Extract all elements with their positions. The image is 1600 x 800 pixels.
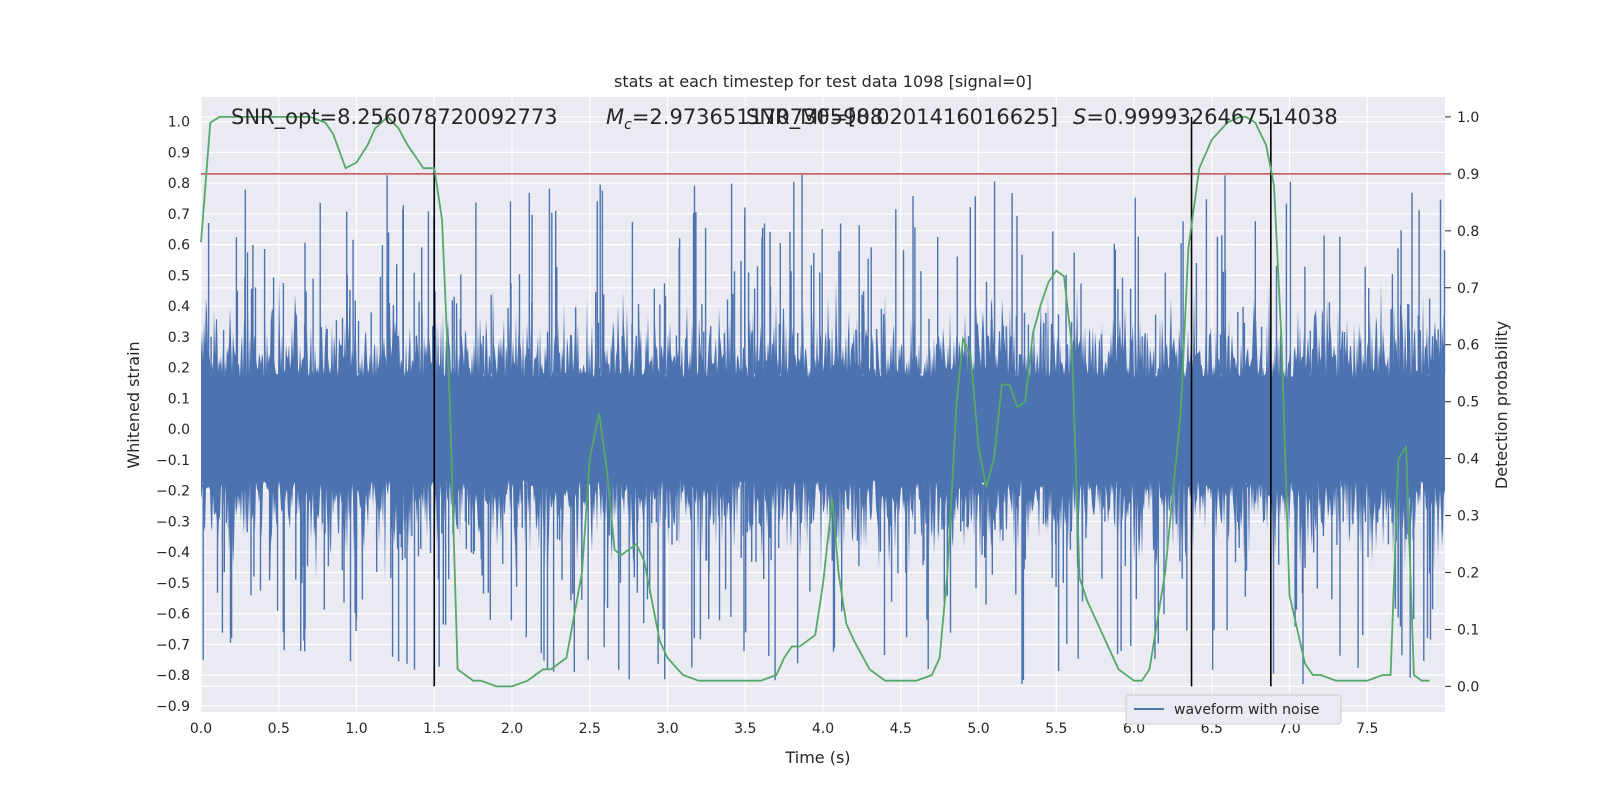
y-tick-label: 0.5 bbox=[168, 268, 190, 284]
snr-opt-annotation: SNR_opt=8.256078720092773 bbox=[231, 105, 558, 130]
x-axis-ticks: 0.0 0.5 1.0 1.5 2.0 2.5 3.0 3.5 4.0 4.5 5.0 5.5 6.0 6… bbox=[190, 721, 1379, 737]
y-tick-label: 0.2 bbox=[168, 361, 190, 377]
legend-box bbox=[1125, 694, 1342, 725]
x-tick-label: 5.5 bbox=[1045, 721, 1067, 737]
y-tick-label: 0.8 bbox=[168, 176, 190, 192]
x-tick-label: 1.0 bbox=[345, 721, 367, 737]
y-tick-label: 1.0 bbox=[168, 115, 190, 131]
x-tick-label: 5.0 bbox=[967, 721, 989, 737]
y2-tick-label: 0.9 bbox=[1457, 167, 1479, 183]
y-tick-label: 0.1 bbox=[168, 391, 190, 407]
chirp-mass-annotation: Mc=2.9736511707305908 bbox=[606, 105, 883, 133]
y-tick-label: −0.4 bbox=[156, 545, 190, 561]
y-tick-label: 0.0 bbox=[168, 422, 190, 438]
y-tick-label: −0.7 bbox=[156, 637, 190, 653]
snr-mf-annotation: SNR_MF=[8.0201416016625] bbox=[746, 105, 1058, 130]
waveform-with-noise-series bbox=[201, 275, 1445, 584]
x-tick-label: 2.0 bbox=[501, 721, 523, 737]
y-axis-label: Whitened strain bbox=[124, 341, 143, 468]
y-tick-label: −0.6 bbox=[156, 607, 190, 623]
x-axis-label: Time (s) bbox=[784, 748, 850, 767]
y-tick-label: 0.4 bbox=[168, 299, 190, 315]
chirp-mass-symbol: M bbox=[606, 105, 624, 129]
y2-tick-label: 0.5 bbox=[1457, 395, 1479, 411]
y2-tick-label: 0.1 bbox=[1457, 622, 1479, 638]
x-tick-label: 4.5 bbox=[890, 721, 912, 737]
y-tick-label: −0.8 bbox=[156, 668, 190, 684]
y-tick-label: −0.5 bbox=[156, 576, 190, 592]
x-tick-label: 3.0 bbox=[656, 721, 678, 737]
y-tick-label: 0.7 bbox=[168, 207, 190, 223]
s-annotation: S=0.9999326467514038 bbox=[1073, 105, 1338, 129]
chirp-mass-subscript: c bbox=[624, 117, 632, 133]
x-tick-label: 2.5 bbox=[579, 721, 601, 737]
y2-axis-ticks: 1.0 0.9 0.8 0.7 0.6 0.5 0.4 0.3 0.2 0.1 0.0 bbox=[1445, 110, 1479, 695]
x-tick-label: 6.5 bbox=[1201, 721, 1223, 737]
legend-entry-waveform: waveform with noise bbox=[1174, 702, 1319, 718]
chart-title: stats at each timestep for test data 109… bbox=[614, 72, 1032, 91]
legend: waveform with noise bbox=[1125, 694, 1342, 725]
x-tick-label: 4.0 bbox=[812, 721, 834, 737]
x-tick-label: 0.5 bbox=[268, 721, 290, 737]
x-tick-label: 0.0 bbox=[190, 721, 212, 737]
y-tick-label: −0.1 bbox=[156, 453, 190, 469]
y2-tick-label: 0.4 bbox=[1457, 452, 1479, 468]
y2-tick-label: 0.6 bbox=[1457, 338, 1479, 354]
y2-tick-label: 0.8 bbox=[1457, 224, 1479, 240]
y2-tick-label: 1.0 bbox=[1457, 110, 1479, 126]
x-tick-label: 6.0 bbox=[1123, 721, 1145, 737]
y-tick-label: 0.3 bbox=[168, 330, 190, 346]
x-tick-label: 3.5 bbox=[734, 721, 756, 737]
x-tick-label: 7.0 bbox=[1278, 721, 1300, 737]
y-tick-label: −0.3 bbox=[156, 514, 190, 530]
y-tick-label: −0.9 bbox=[156, 699, 190, 715]
y2-tick-label: 0.2 bbox=[1457, 565, 1479, 581]
waveform-spikes bbox=[202, 174, 1446, 685]
x-tick-label: 7.5 bbox=[1356, 721, 1378, 737]
y2-tick-label: 0.3 bbox=[1457, 509, 1479, 525]
detection-probability-series bbox=[200, 115, 1430, 688]
s-value: =0.9999326467514038 bbox=[1086, 105, 1337, 129]
y2-tick-label: 0.7 bbox=[1457, 281, 1479, 297]
s-symbol: S bbox=[1073, 105, 1086, 129]
y-tick-label: −0.2 bbox=[156, 484, 190, 500]
vertical-markers bbox=[433, 116, 1272, 687]
y-tick-label: 0.9 bbox=[168, 145, 190, 161]
y2-tick-label: 0.0 bbox=[1457, 679, 1479, 695]
y2-axis-label: Detection probability bbox=[1492, 321, 1511, 489]
y-axis-ticks: 1.0 0.9 0.8 0.7 0.6 0.5 0.4 0.3 0.2 0.1 0.0 −0.1 −0.… bbox=[156, 115, 190, 715]
x-tick-label: 1.5 bbox=[423, 721, 445, 737]
chirp-mass-value: =2.9736511707305908 bbox=[632, 105, 883, 129]
y-tick-label: 0.6 bbox=[168, 238, 190, 254]
